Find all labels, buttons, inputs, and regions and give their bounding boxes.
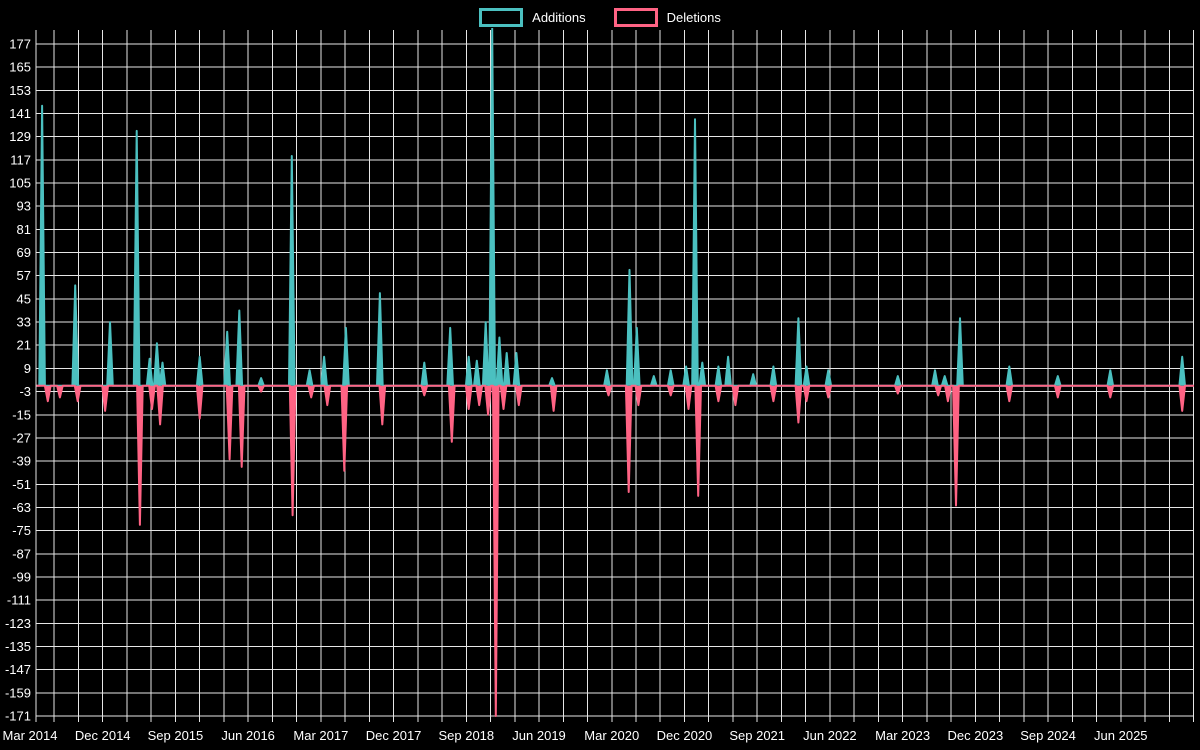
y-axis-tick-label: -87 (12, 546, 31, 561)
y-axis-tick-label: 93 (17, 199, 31, 214)
y-axis-tick-label: 57 (17, 268, 31, 283)
y-axis-tick-label: -75 (12, 523, 31, 538)
y-axis-tick-label: -27 (12, 430, 31, 445)
y-axis-tick-label: 153 (9, 83, 31, 98)
x-axis-tick-label: Sep 2015 (148, 728, 204, 743)
x-axis-tick-label: Dec 2017 (366, 728, 422, 743)
x-axis-tick-label: Sep 2018 (438, 728, 494, 743)
y-axis-tick-label: 69 (17, 245, 31, 260)
y-axis-tick-label: 141 (9, 106, 31, 121)
y-axis-tick-label: 21 (17, 338, 31, 353)
y-axis-tick-label: -147 (5, 662, 31, 677)
legend-label-additions: Additions (532, 10, 586, 25)
series (36, 28, 1194, 717)
legend-item-deletions[interactable]: Deletions (613, 8, 721, 27)
legend-item-additions[interactable]: Additions (479, 8, 586, 27)
legend-label-deletions: Deletions (666, 10, 721, 25)
additions-swatch-icon (479, 8, 524, 27)
y-axis-tick-label: 177 (9, 37, 31, 52)
y-axis-tick-label: -135 (5, 639, 31, 654)
y-axis-tick-label: -159 (5, 685, 31, 700)
y-axis-tick-label: -171 (5, 709, 31, 724)
y-axis-tick-label: 117 (10, 152, 31, 167)
y-axis-tick-label: 105 (9, 176, 31, 191)
y-axis-tick-label: -3 (19, 384, 31, 399)
y-axis-tick-label: -15 (12, 407, 31, 422)
gridlines (35, 30, 1195, 722)
x-axis-tick-label: Jun 2022 (803, 728, 857, 743)
x-axis-tick-label: Jun 2025 (1094, 728, 1148, 743)
x-axis-tick-label: Dec 2020 (657, 728, 713, 743)
x-axis-tick-label: Dec 2014 (75, 728, 131, 743)
y-axis-tick-label: 129 (9, 129, 31, 144)
y-axis-tick-label: -111 (7, 593, 31, 608)
x-axis-tick-label: Mar 2020 (584, 728, 639, 743)
y-axis-tick-label: -99 (12, 569, 31, 584)
x-axis-tick-label: Jun 2019 (512, 728, 566, 743)
x-axis-tick-label: Dec 2023 (948, 728, 1004, 743)
x-axis-tick-label: Mar 2017 (293, 728, 348, 743)
additions-line (36, 28, 1194, 387)
x-axis-tick-label: Sep 2024 (1020, 728, 1076, 743)
x-axis-tick-label: Mar 2023 (875, 728, 930, 743)
chart-legend: Additions Deletions (0, 8, 1200, 27)
y-axis-tick-label: 45 (17, 291, 31, 306)
y-axis-tick-label: 81 (17, 222, 31, 237)
y-axis-tick-label: -39 (12, 454, 31, 469)
y-axis-tick-label: -123 (5, 616, 31, 631)
y-axis-tick-label: 165 (9, 60, 31, 75)
y-axis-tick-label: 33 (17, 315, 31, 330)
deletions-swatch-icon (613, 8, 658, 27)
deletions-line (36, 384, 1194, 717)
y-axis-tick-label: -63 (12, 500, 31, 515)
axis-labels: 177 165 153 141 129 117 105 93 81 69 57 45 33 21 9 -3 -1… (3, 37, 1148, 744)
x-axis-tick-label: Mar 2014 (3, 728, 58, 743)
y-axis-tick-label: 9 (24, 361, 31, 376)
y-axis-tick-label: -51 (12, 477, 31, 492)
x-axis-tick-label: Sep 2021 (729, 728, 785, 743)
x-axis-tick-label: Jun 2016 (221, 728, 275, 743)
